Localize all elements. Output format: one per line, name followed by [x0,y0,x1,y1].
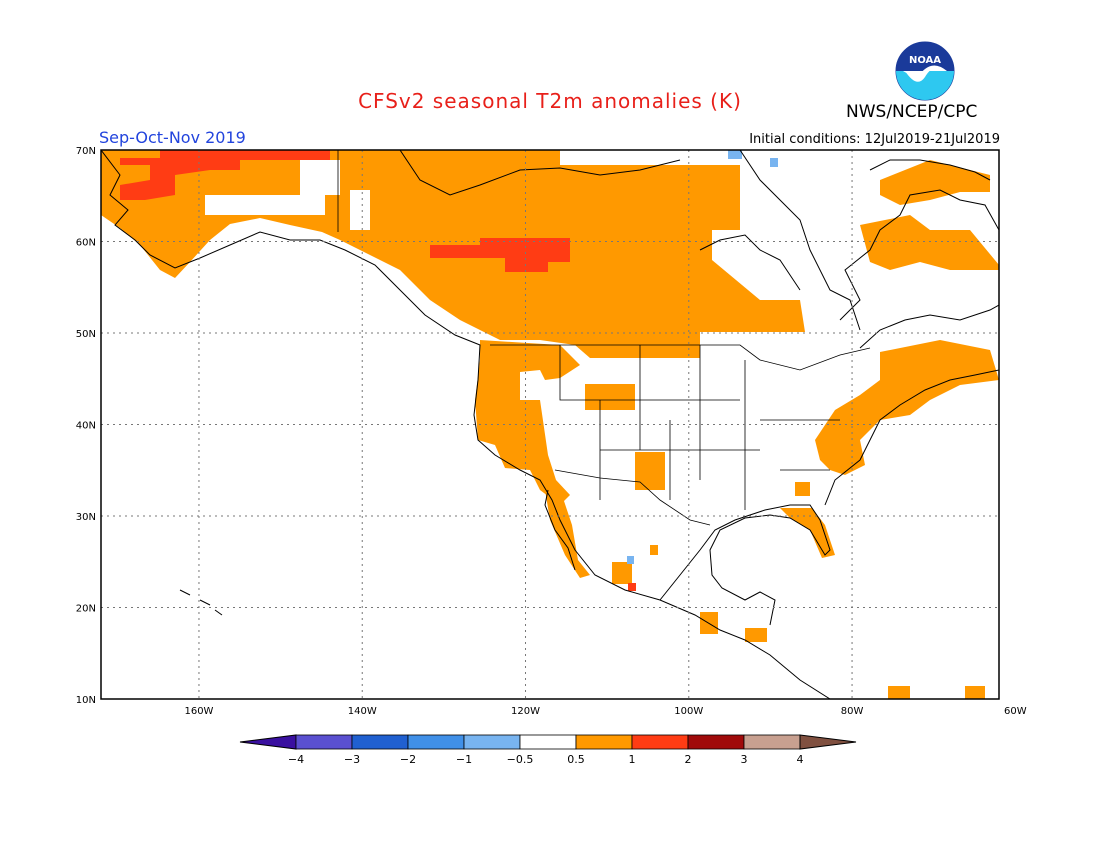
colorbar-label: 1 [628,753,636,766]
colorbar-swatch [687,734,745,750]
colorbar-swatch [295,734,353,750]
colorbar-swatch [351,734,409,750]
lat-tick-label: 30N [76,512,96,523]
agency-label: NWS/NCEP/CPC [846,102,978,122]
colorbar-swatch [463,734,521,750]
noaa-logo: NOAA [895,41,955,101]
colorbar-swatch [575,734,633,750]
anomaly-orange-sa [888,686,910,699]
colorbar-label: −2 [399,753,417,766]
anomaly-orange-ga [795,482,810,496]
coastlines [101,150,999,699]
anomaly-orange-mx [612,562,632,584]
initial-conditions-label: Initial conditions: 12Jul2019-21Jul2019 [749,132,1000,147]
anomaly-orange-east [815,340,999,475]
colorbar-swatch [743,734,801,750]
colorbar-label: 0.5 [567,753,585,766]
anomaly-orange-ca [745,628,767,642]
anomaly-red-nwt [430,238,570,272]
lon-tick-label: 160W [184,706,213,717]
map-title: CFSv2 seasonal T2m anomalies (K) [358,89,742,113]
anomaly-red-alaska [120,150,330,200]
colorbar-label: 2 [684,753,692,766]
colorbar-swatch [631,734,689,750]
lat-tick-label: 50N [76,329,96,340]
anomaly-blue-arctic [728,150,742,159]
anomaly-orange-west [475,340,580,505]
lon-tick-label: 60W [1004,706,1027,717]
lat-tick-label: 10N [76,695,96,706]
lon-tick-label: 120W [511,706,540,717]
graticule [101,150,999,699]
colorbar-label: −4 [287,753,305,766]
anomaly-gap [300,160,340,195]
anomaly-blue-arctic [770,158,778,167]
anomaly-blue-mx [627,556,634,564]
season-label: Sep-Oct-Nov 2019 [99,128,246,147]
lat-tick-label: 60N [76,238,96,249]
map-frame [100,149,1000,700]
lon-tick-label: 140W [348,706,377,717]
lat-tick-label: 20N [76,604,96,615]
anomaly-orange-nm [635,452,665,490]
anomaly-red-mx [628,583,636,591]
lat-tick-label: 40N [76,421,96,432]
colorbar-label: 4 [796,753,804,766]
lon-tick-label: 100W [674,706,703,717]
anomaly-orange-florida [780,508,835,558]
anomaly-orange-sa [965,686,985,699]
anomaly-shading [101,150,999,699]
colorbar [239,734,857,750]
colorbar-swatch [407,734,465,750]
colorbar-swatch [519,734,577,750]
anomaly-orange-quebec [860,215,999,270]
colorbar-label: 3 [740,753,748,766]
colorbar-label: −0.5 [506,753,534,766]
anomaly-gap [205,195,325,215]
colorbar-label: −1 [455,753,473,766]
anomaly-orange-mx [650,545,658,555]
anomaly-gap [350,190,370,230]
logo-text: NOAA [909,55,941,66]
anomaly-orange-labrador [880,160,990,205]
colorbar-arrow-high [799,734,857,750]
lat-tick-label: 70N [76,146,96,157]
colorbar-label: −3 [343,753,361,766]
political-borders [337,150,871,526]
anomaly-orange-rockies [585,384,635,410]
lon-tick-label: 80W [841,706,864,717]
colorbar-arrow-low [239,734,297,750]
